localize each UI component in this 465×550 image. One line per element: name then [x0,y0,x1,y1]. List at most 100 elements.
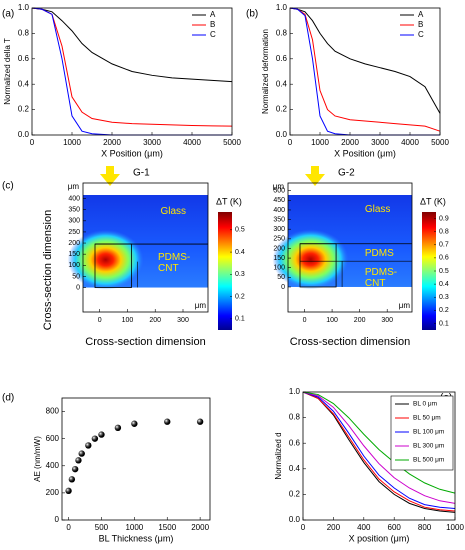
x-tick-label: 300 [177,317,189,324]
x-tick-label: 0 [301,523,306,532]
x-tick-label: 0 [303,317,307,324]
point [65,487,72,495]
y-tick-label: 50 [72,273,80,280]
region-label: PDMS [364,248,394,260]
colorbar-tick-label: 0.6 [439,255,449,262]
point [91,435,99,442]
colorbar [218,212,232,330]
y-tick-label: 100 [273,265,285,272]
legend-label: BL 0 μm [413,401,437,408]
colorbar-label: ΔT (K) [216,196,242,206]
x-axis-label: X Position (μm) [334,148,396,158]
plot-frame [61,397,211,521]
y-tick-label: 400 [273,207,285,214]
colorbar-tick-label: 0.4 [235,249,245,256]
legend-label: B [418,20,423,29]
colorbar-tick-label: 0.3 [235,271,245,278]
point [78,450,85,457]
legend-label: A [418,10,424,19]
plot-frame [289,7,441,136]
y-tick-label: 400 [46,461,60,470]
x-axis-label: BL Thickness (μm) [99,533,174,543]
colorbar-tick-label: 0.7 [439,242,449,249]
legend-label: BL 50 μm [413,415,441,422]
y-tick-label: 0.2 [276,105,288,114]
series-line [289,7,441,114]
x-tick-label: 2000 [341,138,359,147]
y-tick-label: 0.8 [289,413,301,422]
y-tick-label: 0.6 [276,54,288,63]
y-axis-label: Normalized deformation [261,29,270,114]
x-tick-label: 1000 [446,523,464,532]
y-tick-label: 1.0 [289,387,301,396]
legend-label: A [210,10,216,19]
x-tick-label: 200 [354,317,366,324]
colorbar-tick-label: 0.2 [235,293,245,300]
colorbar-tick-label: 0.1 [235,316,245,323]
y-tick-label: 300 [273,226,285,233]
arrow [100,166,120,186]
x-tick-label: 1000 [63,138,81,147]
y-unit: μm [273,182,285,191]
y-tick-label: 150 [68,251,80,258]
y-tick-label: 0 [55,515,60,524]
point [164,418,171,425]
plot-frame [31,7,233,136]
legend-label: C [210,30,216,39]
y-tick-label: 200 [46,488,60,497]
legend-label: BL 500 μm [413,457,444,464]
colorbar-tick-label: 0.9 [439,215,449,222]
x-unit: μm [399,301,411,310]
chart-title: G-1 [133,168,150,179]
x-tick-label: 1000 [311,138,329,147]
x-tick-label: 400 [357,523,371,532]
y-tick-label: 250 [273,236,285,243]
x-tick-label: 0 [288,138,293,147]
x-tick-label: 300 [381,317,393,324]
y-tick-label: 0.0 [276,130,288,139]
plot-frame [287,182,413,313]
heater-outline [299,243,337,288]
legend-label: B [210,20,215,29]
series-line [302,391,456,509]
legend-box [390,395,454,471]
y-tick-label: 150 [273,255,285,262]
x-tick-label: 100 [122,317,134,324]
x-tick-label: 0 [98,317,102,324]
x-tick-label: 0 [66,523,71,532]
y-tick-label: 50 [277,274,285,281]
y-tick-label: 0.2 [18,105,30,114]
y-tick-label: 800 [46,407,60,416]
point [98,431,105,438]
colorbar-tick-label: 0.3 [439,294,449,301]
x-tick-label: 1000 [125,523,143,532]
x-tick-label: 0 [30,138,35,147]
y-axis-label: Normalized d [274,432,283,479]
x-tick-label: 100 [326,317,338,324]
x-tick-label: 1500 [158,523,176,532]
y-tick-label: 0.4 [289,464,301,473]
point [68,476,76,483]
y-tick-label: 350 [68,207,80,214]
point [85,442,92,449]
point [131,420,138,427]
y-tick-label: 0.4 [276,79,288,88]
x-tick-label: 600 [388,523,402,532]
x-tick-label: 3000 [143,138,161,147]
x-axis-label: X position (μm) [349,533,410,543]
series-line [302,391,456,513]
x-tick-label: 5000 [223,138,241,147]
region-label: Glass [160,206,187,218]
colorbar-tick-label: 0.5 [235,227,245,234]
x-tick-label: 2000 [103,138,121,147]
point [75,457,82,464]
y-tick-label: 0.0 [289,515,301,524]
x-axis-label: X Position (μm) [101,148,163,158]
series-line [31,7,233,127]
arrow [305,166,325,186]
x-tick-label: 2000 [191,523,209,532]
y-tick-label: 0.8 [276,29,288,38]
y-tick-label: 400 [68,195,80,202]
series-line [302,391,456,504]
